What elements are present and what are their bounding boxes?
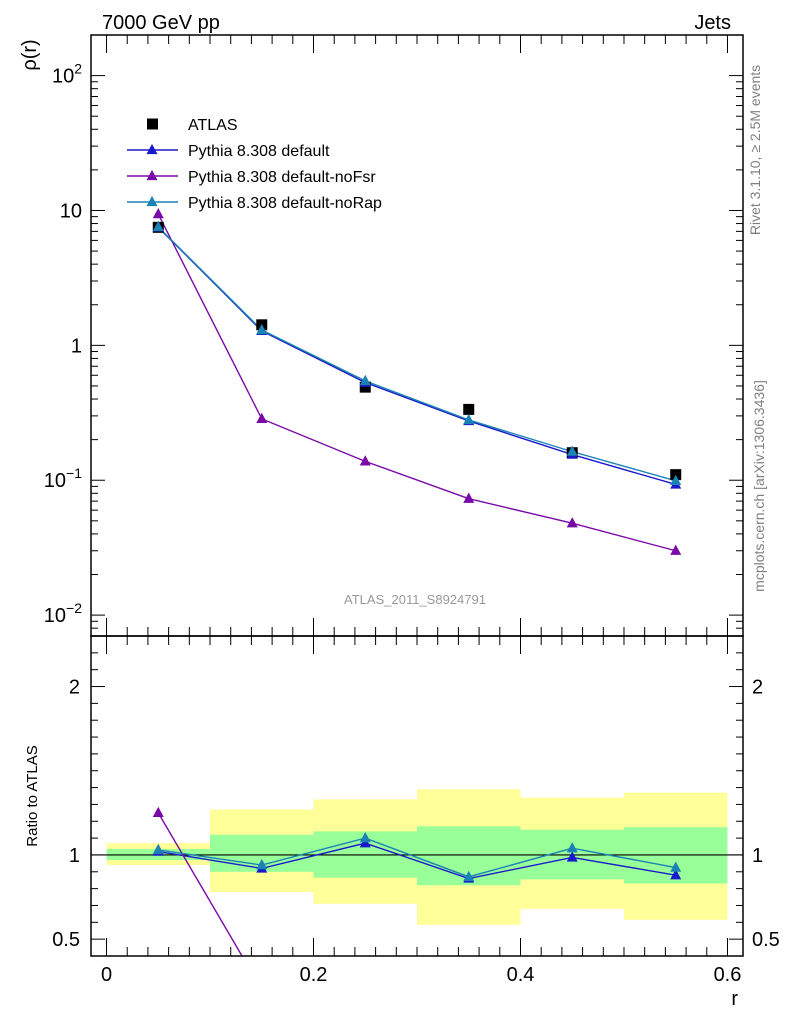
main-point-series-3-2 <box>359 374 371 386</box>
ratio-y-axis-label: Ratio to ATLAS <box>24 745 41 846</box>
y-tick-label-main-1: 10−1 <box>44 465 82 492</box>
analysis-label: ATLAS_2011_S8924791 <box>344 592 486 607</box>
main-line-series-3 <box>157 226 676 482</box>
main-lines <box>152 207 682 555</box>
main-point-series-2-4 <box>566 517 578 528</box>
x-tick-label-3: 0.6 <box>714 964 742 986</box>
main-point-series-2-1 <box>256 412 268 424</box>
y-tick-label-ratio-right-1: 1 <box>752 845 763 867</box>
main-point-series-2-5 <box>670 544 682 555</box>
legend-label-3: Pythia 8.308 default-noRap <box>188 195 382 212</box>
ratio-point-series-2-2 <box>359 831 371 843</box>
y-tick-label-ratio-left-2: 2 <box>69 677 80 699</box>
legend-marker-3 <box>146 195 158 207</box>
ratio-point-series-2-5 <box>670 861 682 872</box>
legend-label-0: ATLAS <box>188 117 238 134</box>
data-point-atlas-2 <box>359 381 371 393</box>
ratio-line-series-0 <box>158 842 676 880</box>
header-left-label: 7000 GeV pp <box>102 12 220 34</box>
y-tick-label-ratio-right-2: 2 <box>752 677 763 699</box>
legend-marker-0 <box>147 118 158 130</box>
main-point-series-3-1 <box>256 323 268 335</box>
main-point-series-3-3 <box>463 413 475 425</box>
ratio-point-series-0-5 <box>670 869 682 880</box>
x-tick-label-2: 0.4 <box>507 964 535 986</box>
main-line-series-2 <box>157 213 676 552</box>
x-axis-label: r <box>731 988 738 1010</box>
main-y-axis-label: ρ(r) <box>19 39 41 70</box>
ratio-point-series-1-0 <box>152 806 164 818</box>
legend-marker-1 <box>146 143 158 155</box>
rivet-side-label: Rivet 3.1.10, ≥ 2.5M events <box>747 65 763 235</box>
tick-labels-ratio: 0.5 0.5 1 1 2 2 0 0.2 0.4 0.6 <box>52 677 780 986</box>
main-point-series-3-5 <box>670 474 682 485</box>
x-tick-label-1: 0.2 <box>300 964 328 986</box>
main-point-series-2-3 <box>463 492 475 503</box>
mcplots-side-label: mcplots.cern.ch [arXiv:1306.3436] <box>751 380 767 592</box>
y-tick-label-main-4: 102 <box>52 61 82 88</box>
ratio-point-series-2-3 <box>463 870 475 882</box>
y-tick-label-ratio-left-1: 1 <box>69 845 80 867</box>
main-line-series-1 <box>157 226 676 486</box>
ratio-line-series-1 <box>157 812 243 956</box>
data-point-atlas-5 <box>670 469 682 481</box>
ratio-point-series-2-4 <box>566 842 578 853</box>
main-point-series-2-0 <box>152 207 164 219</box>
y-tick-label-main-2: 1 <box>71 335 82 357</box>
legend-marker-2 <box>146 169 158 181</box>
y-tick-label-main-0: 10−2 <box>44 600 82 627</box>
legend: ATLAS Pythia 8.308 default Pythia 8.308 de… <box>127 117 382 212</box>
main-point-series-3-4 <box>566 445 578 456</box>
ratio-lines <box>152 806 682 956</box>
y-tick-label-main-3: 10 <box>60 200 82 222</box>
x-tick-label-0: 0 <box>101 964 112 986</box>
legend-label-1: Pythia 8.308 default <box>188 143 330 160</box>
ratio-line-series-2 <box>158 837 676 878</box>
frames-and-ticks <box>90 34 744 957</box>
y-tick-labels-main: 10−2 10−1 1 10 102 <box>44 61 82 628</box>
y-tick-label-ratio-right-0: 0.5 <box>752 929 780 951</box>
legend-label-2: Pythia 8.308 default-noFsr <box>188 169 376 186</box>
main-point-series-2-2 <box>359 455 371 466</box>
ratio-point-series-0-4 <box>566 851 578 862</box>
main-point-series-3-0 <box>152 220 164 232</box>
ratio-point-series-2-1 <box>256 858 268 870</box>
header-right-label: Jets <box>694 12 731 34</box>
y-tick-label-ratio-left-0: 0.5 <box>52 929 80 951</box>
ratio-point-series-2-0 <box>152 843 164 855</box>
data-point-atlas-3 <box>463 403 475 415</box>
